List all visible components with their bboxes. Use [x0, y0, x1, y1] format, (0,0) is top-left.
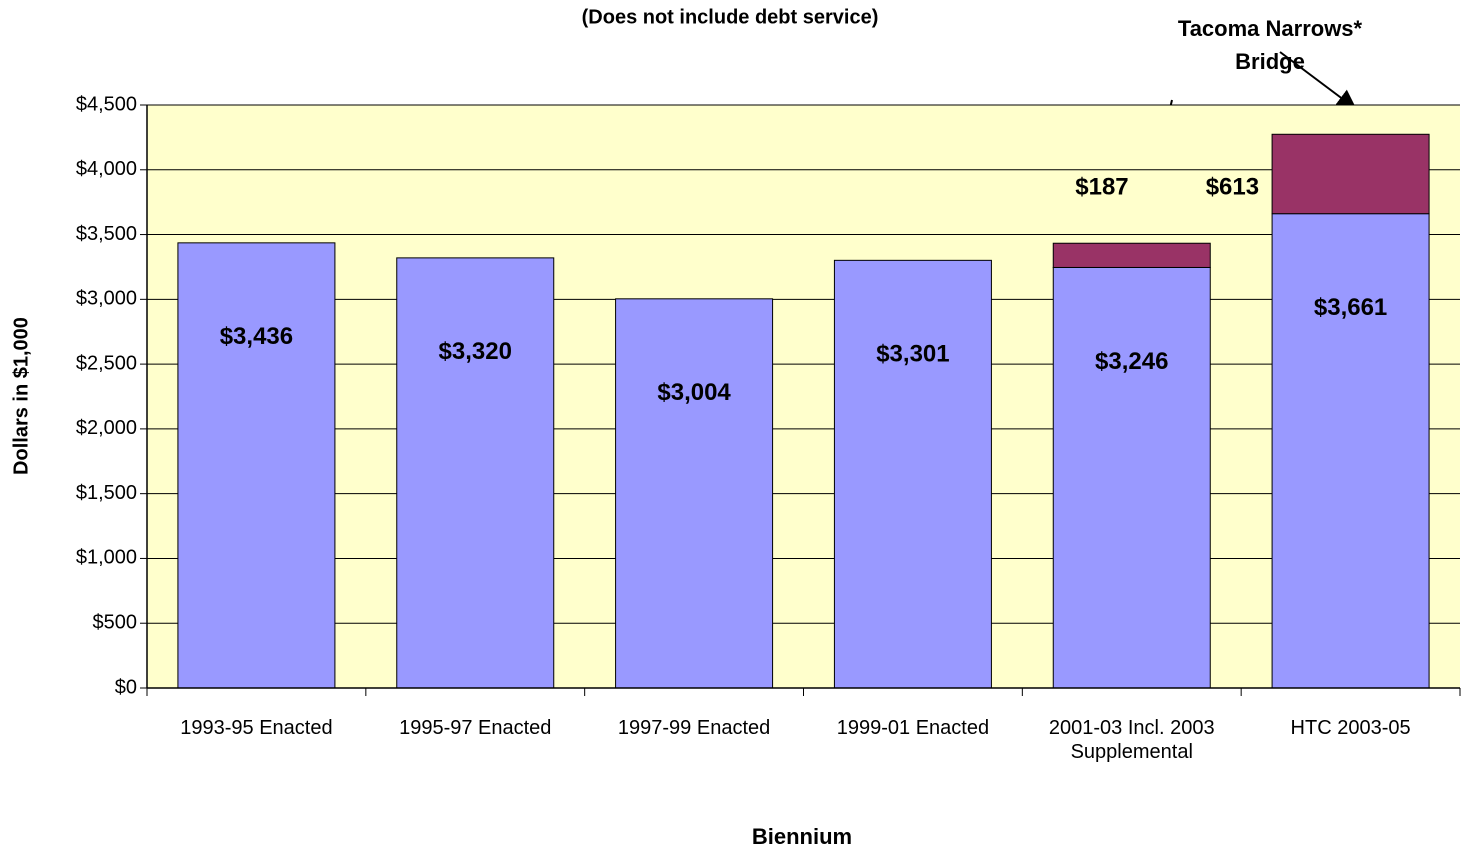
x-tick-label: 2001-03 Incl. 2003 Supplemental	[1048, 717, 1215, 763]
bar-segment	[615, 298, 774, 689]
value-label: $3,661	[1314, 294, 1387, 321]
y-tick-label: $1,500	[76, 482, 137, 504]
y-tick-label: $4,000	[76, 158, 137, 180]
y-tick-label: $1,000	[76, 547, 137, 569]
value-label: $613	[1206, 173, 1259, 200]
x-axis-label: Biennium	[752, 824, 852, 849]
plot-area	[147, 105, 1460, 688]
chart-subtitle: (Does not include debt service)	[582, 6, 879, 28]
bar-segment	[1052, 242, 1211, 268]
annotation-arrow	[1279, 51, 1357, 110]
bar-segment	[1271, 213, 1430, 689]
x-tick-label: 1995-97 Enacted	[399, 717, 552, 739]
y-tick-label: $500	[93, 612, 138, 634]
y-tick-label: $2,500	[76, 352, 137, 374]
value-label: $3,436	[220, 323, 293, 350]
y-tick-label: $4,500	[76, 93, 137, 115]
bar-segment	[1271, 133, 1430, 215]
x-tick-label: HTC 2003-05	[1290, 717, 1411, 739]
y-tick-label: $3,500	[76, 223, 137, 245]
y-tick-label: $0	[115, 676, 137, 698]
y-tick-label: $2,000	[76, 417, 137, 439]
x-tick-label: 1997-99 Enacted	[617, 717, 771, 739]
bar-segment	[1052, 266, 1211, 689]
value-label: $187	[1075, 173, 1128, 200]
bar-segment	[177, 242, 336, 689]
value-label: $3,004	[657, 379, 731, 406]
value-label: $3,246	[1095, 348, 1168, 375]
y-axis-label: Dollars in $1,000	[10, 317, 32, 475]
x-tick-label: 1993-95 Enacted	[180, 717, 333, 739]
y-tick-label: $3,000	[76, 288, 137, 310]
x-tick-label: 1999-01 Enacted	[836, 717, 990, 739]
bar-segment	[396, 257, 555, 689]
value-label: $3,301	[876, 341, 949, 368]
value-label: $3,320	[439, 338, 512, 365]
annotation: Tacoma Narrows* Bridge	[1177, 16, 1363, 74]
bar-segment	[833, 259, 992, 689]
